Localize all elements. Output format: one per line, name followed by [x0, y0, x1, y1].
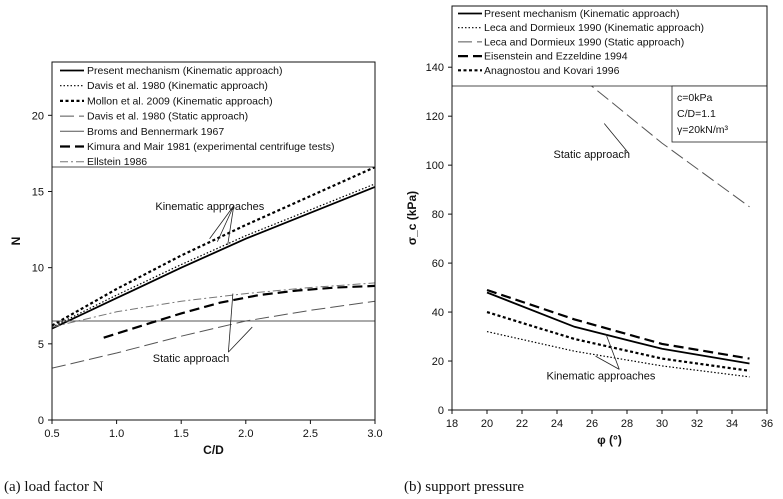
series-line-7 [52, 282, 375, 328]
legend-entry: Anagnostou and Kovari 1996 [484, 65, 620, 77]
y-tick-label: 15 [32, 186, 44, 198]
legend-entry: Present mechanism (Kinematic approach) [87, 65, 283, 77]
params-box [671, 85, 768, 143]
params-line: C/D=1.1 [677, 108, 716, 120]
y-tick-label: 40 [432, 307, 444, 319]
params-line: c=0kPa [677, 92, 712, 104]
legend-entry: Kimura and Mair 1981 (experimental centr… [87, 141, 334, 153]
annotation-pointer [227, 205, 235, 245]
x-tick-label: 1.5 [174, 428, 189, 440]
series-line-2 [486, 331, 750, 378]
y-tick-label: 0 [38, 415, 44, 427]
y-tick-label: 140 [426, 62, 444, 74]
series-line-2 [52, 183, 375, 328]
y-tick-label: 10 [32, 263, 44, 275]
x-tick-label: 1.0 [109, 428, 124, 440]
series-line-3 [52, 166, 375, 327]
y-tick-label: 100 [426, 160, 444, 172]
y-tick-label: 80 [432, 209, 444, 221]
plot-frame [51, 61, 376, 421]
y-tick-label: 5 [38, 339, 44, 351]
x-tick-label: 0.5 [44, 428, 59, 440]
legend-entry: Ellstein 1986 [87, 156, 147, 168]
series-line-5 [486, 311, 750, 372]
annotation-label: Kinematic approaches [547, 370, 656, 382]
legend-entry: Leca and Dormieux 1990 (Kinematic approa… [484, 22, 704, 34]
annotation-pointer [605, 333, 620, 370]
x-tick-label: 30 [656, 418, 668, 430]
plot-frame [451, 5, 768, 411]
annotation-pointer [228, 326, 253, 353]
legend-entry: Mollon et al. 2009 (Kinematic approach) [87, 95, 273, 107]
annotation-label: Static approach [554, 149, 630, 161]
y-axis-label: N [9, 237, 23, 246]
x-tick-label: 3.0 [367, 428, 382, 440]
annotation-pointer [209, 205, 235, 239]
series-line-6 [103, 284, 375, 339]
x-axis-label: C/D [203, 443, 224, 457]
legend-entry: Eisenstein and Ezzeldine 1994 [484, 51, 628, 63]
legend-entry: Davis et al. 1980 (Static approach) [87, 111, 248, 123]
figure-caption: (a) load factor N [4, 479, 104, 495]
x-tick-label: 24 [551, 418, 563, 430]
annotation-pointer [603, 123, 630, 155]
x-tick-label: 26 [586, 418, 598, 430]
x-tick-label: 28 [621, 418, 633, 430]
annotation-pointer [595, 355, 620, 370]
series-line-1 [486, 291, 750, 365]
x-tick-label: 22 [516, 418, 528, 430]
series-line-4 [52, 300, 375, 369]
y-tick-label: 60 [432, 258, 444, 270]
params-line: γ=20kN/m³ [677, 124, 729, 136]
chart-a: Kinematic approaches Static approach Prese… [4, 61, 383, 495]
y-tick-label: 20 [432, 356, 444, 368]
y-axis-label: σ_c (kPa) [405, 191, 419, 245]
x-tick-label: 2.5 [303, 428, 318, 440]
series-line-1 [52, 186, 375, 330]
series-line-4 [486, 288, 750, 360]
x-tick-label: 20 [481, 418, 493, 430]
legend-entry: Leca and Dormieux 1990 (Static approach) [484, 36, 684, 48]
legend-entry: Davis et al. 1980 (Kinematic approach) [87, 80, 268, 92]
annotation-label: Static approach [153, 353, 229, 365]
x-tick-label: 34 [726, 418, 738, 430]
legend-entry: Present mechanism (Kinematic approach) [484, 8, 680, 20]
x-tick-label: 18 [446, 418, 458, 430]
x-tick-label: 32 [691, 418, 703, 430]
legend-entry: Broms and Bennermark 1967 [87, 126, 224, 138]
x-tick-label: 2.0 [238, 428, 253, 440]
y-tick-label: 20 [32, 110, 44, 122]
chart-b: Static approach Kinematic approaches Prese… [404, 5, 773, 495]
x-axis-label: φ (°) [597, 433, 622, 447]
y-tick-label: 0 [438, 405, 444, 417]
annotation-pointer [227, 293, 234, 353]
annotation-label: Kinematic approaches [155, 201, 264, 213]
figure-caption: (b) support pressure [404, 479, 524, 495]
annotation-pointer [217, 205, 235, 242]
x-tick-label: 36 [761, 418, 773, 430]
y-tick-label: 120 [426, 111, 444, 123]
